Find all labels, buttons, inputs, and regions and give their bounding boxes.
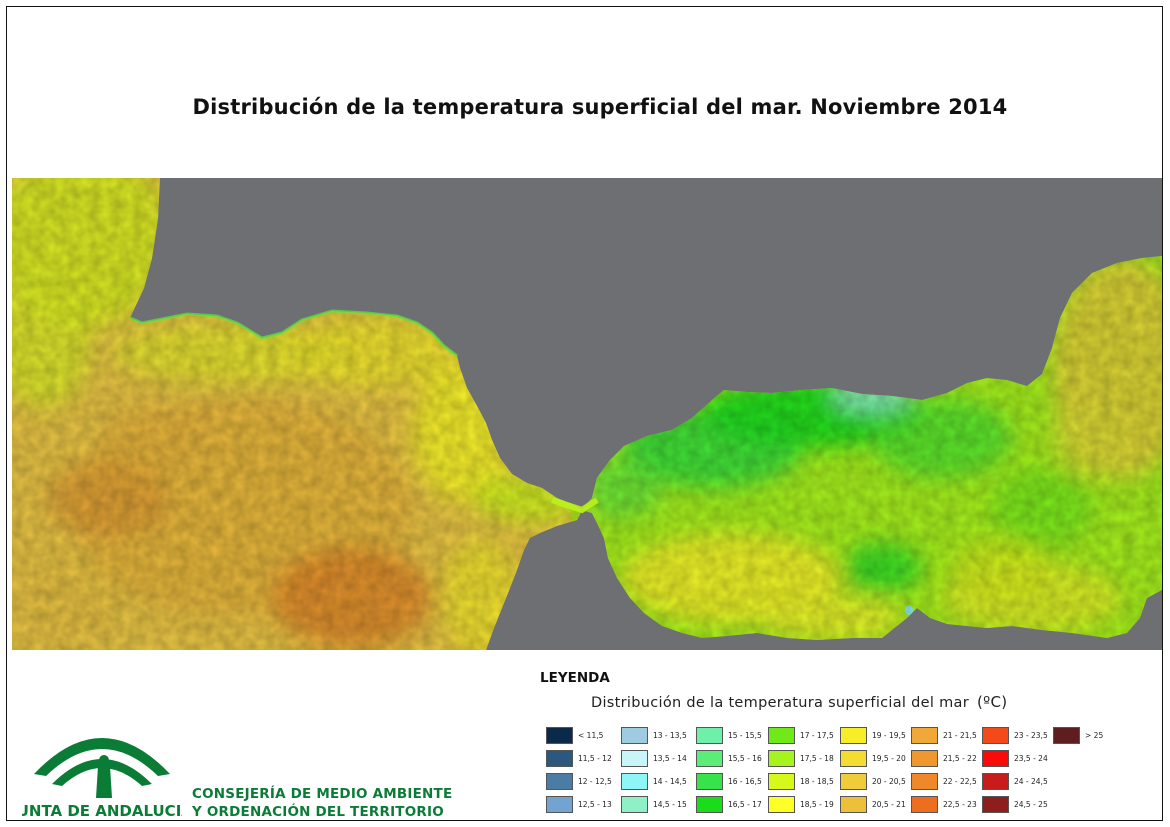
junta-andalucia-logo: JUNTA DE ANDALUCIA: [22, 738, 182, 820]
coastal-band: [129, 309, 458, 358]
legend-label: 12 - 12,5: [578, 777, 612, 786]
legend-label: 19,5 - 20: [872, 754, 906, 763]
legend-label: 11,5 - 12: [578, 754, 612, 763]
legend-label: 16,5 - 17: [728, 800, 762, 809]
legend-swatch: [696, 727, 723, 744]
legend-swatch: [621, 773, 648, 790]
legend-label: 23 - 23,5: [1014, 731, 1048, 740]
legend-label: 16 - 16,5: [728, 777, 762, 786]
legend-swatch: [768, 796, 795, 813]
legend-swatch: [621, 727, 648, 744]
legend-swatch: [982, 773, 1009, 790]
legend-subtitle-text: Distribución de la temperatura superfici…: [591, 695, 970, 711]
legend-label: 22 - 22,5: [943, 777, 977, 786]
legend-subtitle: Distribución de la temperatura superfici…: [591, 693, 1007, 711]
legend-swatch: [840, 796, 867, 813]
legend-label: 18 - 18,5: [800, 777, 834, 786]
legend-swatch: [982, 796, 1009, 813]
legend-swatch: [840, 773, 867, 790]
legend-swatch: [546, 727, 573, 744]
legend-label: > 25: [1085, 731, 1104, 740]
legend-label: 18,5 - 19: [800, 800, 834, 809]
legend-swatch: [546, 773, 573, 790]
legend-swatch: [768, 727, 795, 744]
legend-swatch: [911, 796, 938, 813]
legend-swatch: [621, 750, 648, 767]
org-line-2: Y ORDENACIÓN DEL TERRITORIO: [192, 804, 444, 820]
legend-swatch: [982, 750, 1009, 767]
map-frame: [6, 6, 1163, 821]
legend-swatch: [911, 773, 938, 790]
legend-swatch: [911, 750, 938, 767]
legend-swatch: [768, 750, 795, 767]
legend-label: 17,5 - 18: [800, 754, 834, 763]
legend-unit: (ºC): [977, 693, 1008, 711]
legend-label: 13 - 13,5: [653, 731, 687, 740]
legend-label: 15 - 15,5: [728, 731, 762, 740]
legend-label: 23,5 - 24: [1014, 754, 1048, 763]
legend-label: 12,5 - 13: [578, 800, 612, 809]
legend-label: 14,5 - 15: [653, 800, 687, 809]
legend-swatch: [840, 750, 867, 767]
legend-swatch: [546, 796, 573, 813]
legend-swatch: [840, 727, 867, 744]
map-title: Distribución de la temperatura superfici…: [192, 95, 1008, 119]
legend-label: 24,5 - 25: [1014, 800, 1048, 809]
legend-swatch: [546, 750, 573, 767]
legend-swatch: [982, 727, 1009, 744]
legend-label: 14 - 14,5: [653, 777, 687, 786]
org-line-1: CONSEJERÍA DE MEDIO AMBIENTE: [192, 786, 453, 802]
sst-map: [12, 178, 1162, 650]
legend-label: 24 - 24,5: [1014, 777, 1048, 786]
legend-swatch: [911, 727, 938, 744]
legend-label: 15,5 - 16: [728, 754, 762, 763]
legend-label: 20,5 - 21: [872, 800, 906, 809]
legend-label: 20 - 20,5: [872, 777, 906, 786]
legend-swatch: [696, 750, 723, 767]
legend-label: < 11,5: [578, 731, 604, 740]
legend-label: 13,5 - 14: [653, 754, 687, 763]
legend-label: 22,5 - 23: [943, 800, 977, 809]
legend-swatch: [696, 796, 723, 813]
legend-heading: LEYENDA: [540, 670, 610, 686]
logo-text: JUNTA DE ANDALUCIA: [22, 802, 182, 820]
legend-label: 21,5 - 22: [943, 754, 977, 763]
legend-label: 21 - 21,5: [943, 731, 977, 740]
legend-swatch: [1053, 727, 1080, 744]
legend-swatch: [621, 796, 648, 813]
legend-swatch: [768, 773, 795, 790]
legend-label: 19 - 19,5: [872, 731, 906, 740]
legend-swatch: [696, 773, 723, 790]
legend-label: 17 - 17,5: [800, 731, 834, 740]
strait-of-gibraltar: [551, 497, 599, 514]
